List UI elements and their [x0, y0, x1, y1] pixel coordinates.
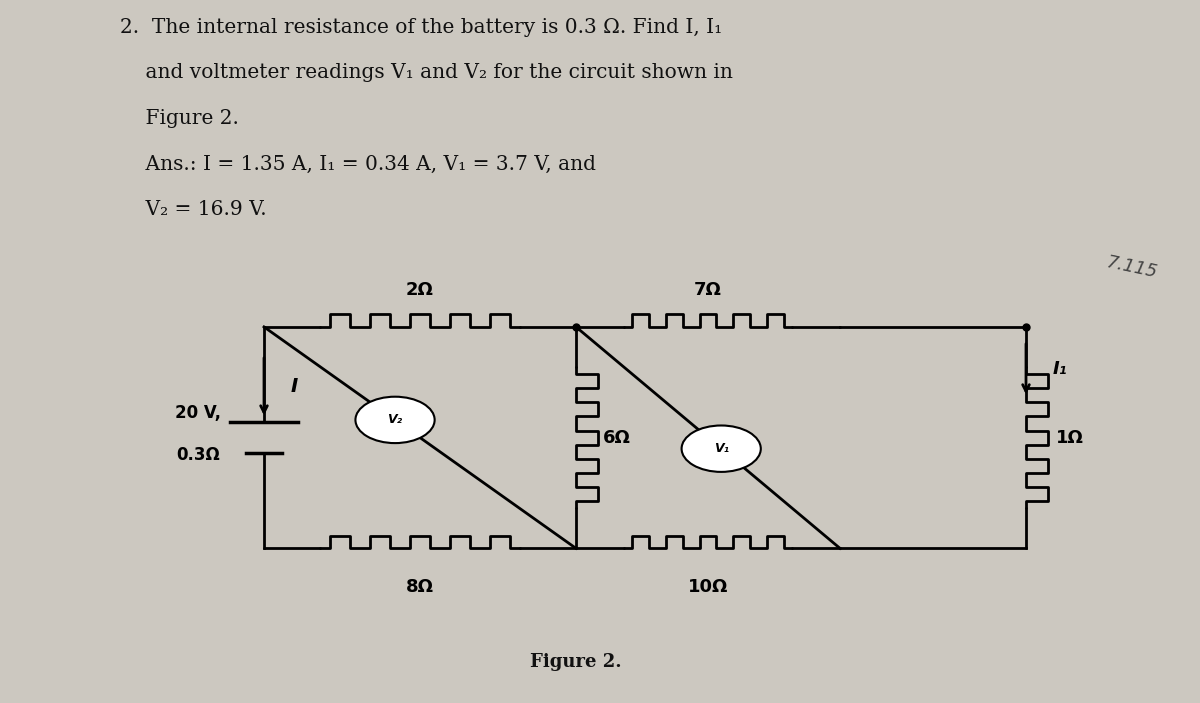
Text: 2.  The internal resistance of the battery is 0.3 Ω. Find I, I₁: 2. The internal resistance of the batter… — [120, 18, 722, 37]
Text: I₁: I₁ — [1052, 360, 1067, 378]
Text: V₂: V₂ — [388, 413, 403, 427]
Text: 0.3Ω: 0.3Ω — [176, 446, 220, 464]
Text: 7.115: 7.115 — [1104, 253, 1158, 281]
Text: 20 V,: 20 V, — [175, 404, 221, 422]
Text: 10Ω: 10Ω — [688, 578, 728, 596]
Circle shape — [355, 396, 434, 443]
Text: Figure 2.: Figure 2. — [530, 653, 622, 671]
Text: Ans.: I = 1.35 A, I₁ = 0.34 A, V₁ = 3.7 V, and: Ans.: I = 1.35 A, I₁ = 0.34 A, V₁ = 3.7 … — [120, 155, 596, 174]
Text: V₁: V₁ — [714, 442, 728, 455]
Text: 1Ω: 1Ω — [1056, 429, 1084, 446]
Text: and voltmeter readings V₁ and V₂ for the circuit shown in: and voltmeter readings V₁ and V₂ for the… — [120, 63, 733, 82]
Circle shape — [682, 425, 761, 472]
Text: V₂ = 16.9 V.: V₂ = 16.9 V. — [120, 200, 266, 219]
Text: 8Ω: 8Ω — [406, 578, 434, 596]
Text: 6Ω: 6Ω — [602, 429, 630, 446]
Text: I: I — [290, 377, 298, 396]
Text: Figure 2.: Figure 2. — [120, 109, 239, 128]
Text: 2Ω: 2Ω — [406, 280, 434, 299]
Text: 7Ω: 7Ω — [694, 280, 722, 299]
